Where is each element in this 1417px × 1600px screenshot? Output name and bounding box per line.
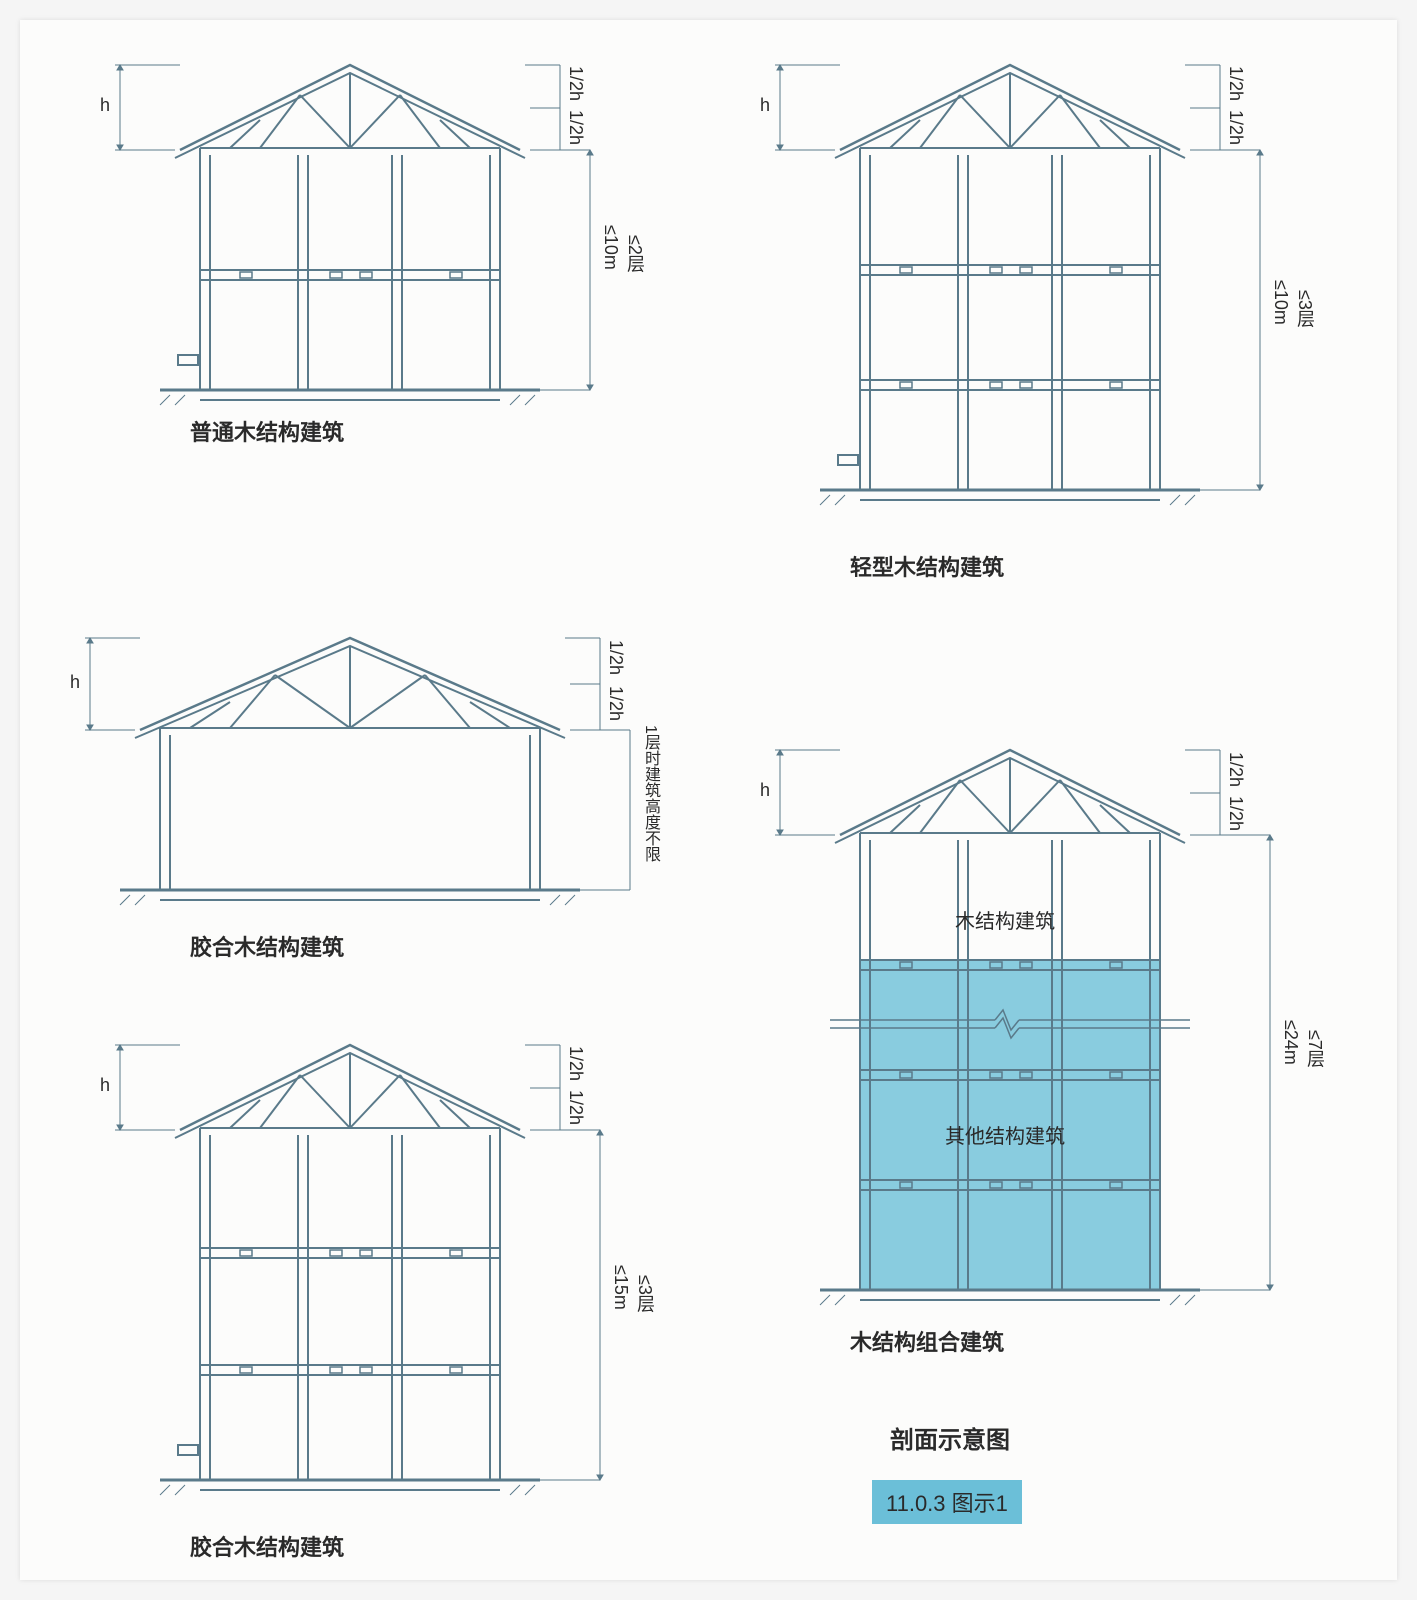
footer-label: 11.0.3 图示1: [872, 1480, 1022, 1524]
dim-h: h: [760, 780, 770, 801]
dim-half-h-1: 1/2h: [565, 1046, 586, 1081]
dim-half-h-2: 1/2h: [1225, 110, 1246, 145]
dim-half-h-1: 1/2h: [565, 66, 586, 101]
dim-floors: ≤7层: [1302, 1030, 1328, 1068]
caption-2: 轻型木结构建筑: [850, 550, 1004, 582]
dim-height: ≤10m: [1270, 280, 1291, 325]
diagram-svg: [720, 40, 1340, 520]
upper-label: 木结构建筑: [955, 905, 1055, 934]
dim-half-h-2: 1/2h: [565, 1090, 586, 1125]
caption-3: 胶合木结构建筑: [190, 930, 344, 962]
diagram-ordinary-wood: h 1/2h 1/2h ≤10m ≤2层: [60, 40, 660, 420]
page: h 1/2h 1/2h ≤10m ≤2层 普通木结构建筑: [20, 20, 1397, 1580]
diagram-glulam-1: h 1/2h 1/2h 1层时建筑高度不限: [40, 610, 680, 920]
dim-half-h-2: 1/2h: [565, 110, 586, 145]
diagram-svg: [40, 610, 680, 920]
diagram-svg: [720, 710, 1360, 1330]
dim-h: h: [100, 95, 110, 116]
dim-h: h: [70, 672, 80, 693]
footer-title: 剖面示意图: [890, 1420, 1010, 1455]
dim-h: h: [760, 95, 770, 116]
dim-half-h-1: 1/2h: [1225, 66, 1246, 101]
diagram-combined: h 1/2h 1/2h ≤24m ≤7层 木结构建筑 其他结构建筑: [720, 710, 1360, 1330]
dim-height: ≤24m: [1280, 1020, 1301, 1065]
dim-half-h-2: 1/2h: [1225, 796, 1246, 831]
dim-floors: ≤3层: [632, 1275, 658, 1313]
dim-floors: ≤2层: [622, 235, 648, 273]
caption-4: 胶合木结构建筑: [190, 1530, 344, 1562]
dim-half-h-2: 1/2h: [605, 686, 626, 721]
dim-floors: ≤3层: [1292, 290, 1318, 328]
dim-height: ≤15m: [610, 1265, 631, 1310]
caption-1: 普通木结构建筑: [190, 415, 344, 447]
caption-5: 木结构组合建筑: [850, 1325, 1004, 1357]
diagram-svg: [60, 1020, 680, 1510]
dim-half-h-1: 1/2h: [1225, 752, 1246, 787]
lower-label: 其他结构建筑: [945, 1120, 1065, 1149]
diagram-glulam-3: h 1/2h 1/2h ≤15m ≤3层: [60, 1020, 680, 1510]
diagram-light-wood: h 1/2h 1/2h ≤10m ≤3层: [720, 40, 1340, 520]
dim-h: h: [100, 1075, 110, 1096]
dim-note: 1层时建筑高度不限: [638, 725, 662, 862]
dim-height: ≤10m: [600, 225, 621, 270]
dim-half-h-1: 1/2h: [605, 640, 626, 675]
